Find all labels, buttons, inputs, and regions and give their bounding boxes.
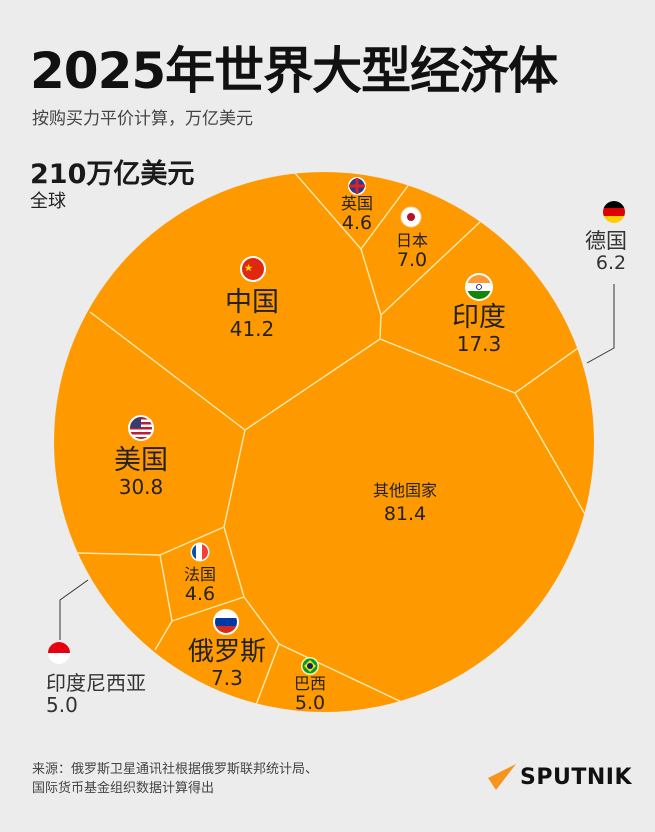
germany-leader-line [586,284,615,364]
indonesia-value: 5.0 [46,693,78,717]
indonesia-name: 印度尼西亚 [46,671,146,695]
sputnik-logo: SPUTNIK [488,764,632,790]
page-subtitle: 按购买力平价计算，万亿美元 [32,109,253,129]
germany-flag-icon [603,201,625,223]
russia-value: 7.3 [211,665,243,690]
cell-indonesia: 印度尼西亚 5.0 [46,672,146,716]
france-flag-icon [190,542,210,562]
germany-name: 德国 [585,229,627,253]
japan-name: 日本 [395,231,429,250]
cell-borders [76,172,587,706]
others-value: 81.4 [383,502,427,525]
brazil-value: 5.0 [294,691,326,714]
france-value: 4.6 [184,582,216,605]
source-note: 来源：俄罗斯卫星通讯社根据俄罗斯联邦统计局、 国际货币基金组织数据计算得出 [32,760,318,798]
russia-name: 俄罗斯 [187,637,267,667]
source-line-2: 国际货币基金组织数据计算得出 [32,781,215,796]
japan-value: 7.0 [396,248,428,271]
uk-name: 英国 [340,194,374,213]
uk-flag-icon [348,177,366,195]
cell-brazil: 巴西 5.0 [294,675,326,713]
germany-value: 6.2 [595,252,627,275]
usa-value: 30.8 [118,474,164,499]
india-value: 17.3 [456,331,502,356]
cell-russia: 俄罗斯 7.3 [188,638,266,689]
source-line-1: 来源：俄罗斯卫星通讯社根据俄罗斯联邦统计局、 [32,762,319,777]
total-label: 全球 [30,191,66,212]
cell-japan: 日本 7.0 [396,232,428,270]
uk-value: 4.6 [341,211,373,234]
india-name: 印度 [452,302,506,333]
cell-china: 中国 41.2 [225,288,279,340]
cell-india: 印度 17.3 [452,303,506,355]
sputnik-arrow-icon [488,764,516,790]
russia-flag-icon [213,609,239,635]
others-name: 其他国家 [372,481,438,500]
chart-circle [54,172,594,712]
indonesia-leader-line [59,579,89,640]
cell-germany: 德国 6.2 [585,229,627,275]
usa-name: 美国 [114,445,168,476]
usa-flag-icon [128,415,154,441]
page-title: 2025年世界大型经济体 [30,42,558,100]
total-value: 210万亿美元 [30,159,195,190]
japan-flag-icon [400,206,422,228]
cell-france: 法国 4.6 [184,566,216,604]
france-name: 法国 [183,565,217,584]
cell-others: 其他国家 81.4 [373,482,437,524]
china-value: 41.2 [229,316,275,341]
cell-usa: 美国 30.8 [114,446,168,498]
china-flag-icon [240,256,266,282]
brazil-name: 巴西 [293,674,327,693]
logo-text: SPUTNIK [520,764,632,790]
indonesia-flag-icon [48,642,70,664]
india-flag-icon [465,273,493,301]
china-name: 中国 [225,287,279,318]
cell-uk: 英国 4.6 [341,195,373,233]
brazil-flag-icon [301,657,319,675]
